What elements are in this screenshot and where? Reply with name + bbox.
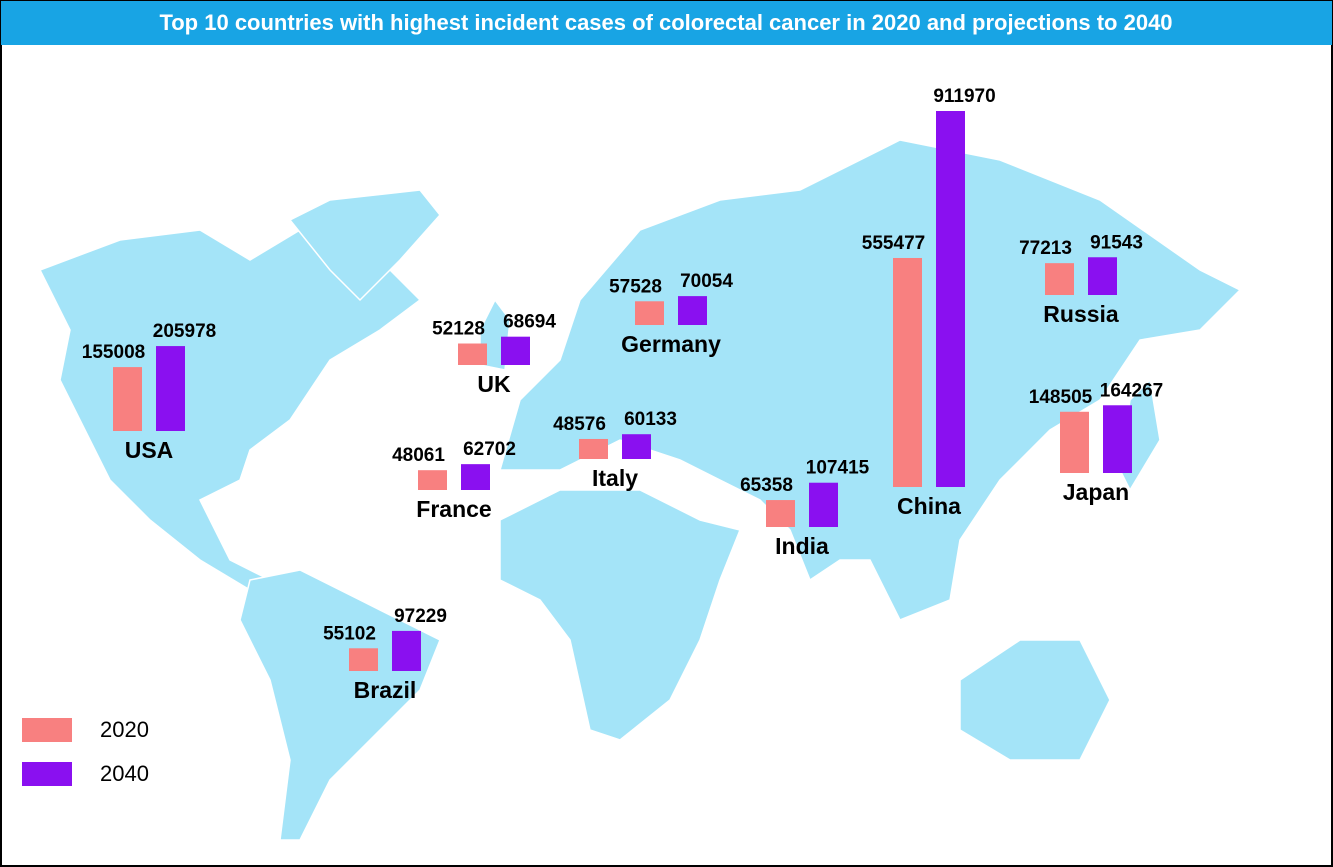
country-label: UK bbox=[477, 371, 511, 397]
value-label: 148505 bbox=[1029, 387, 1093, 408]
value-label: 52128 bbox=[432, 319, 485, 340]
value-label: 91543 bbox=[1090, 232, 1143, 253]
country-label: Italy bbox=[592, 465, 638, 491]
bar bbox=[501, 336, 530, 365]
bar bbox=[1103, 405, 1132, 473]
country-label: Russia bbox=[1043, 301, 1119, 327]
value-label: 155008 bbox=[82, 342, 145, 363]
value-label: 62702 bbox=[463, 439, 516, 460]
value-label: 55102 bbox=[323, 623, 376, 644]
bar bbox=[936, 111, 965, 487]
value-label: 555477 bbox=[862, 233, 925, 254]
bar bbox=[766, 500, 795, 527]
bar bbox=[678, 296, 707, 325]
bar bbox=[1060, 411, 1089, 473]
bar bbox=[635, 301, 664, 325]
legend-label: 2020 bbox=[100, 717, 149, 742]
bar bbox=[1088, 257, 1117, 295]
legend-swatch bbox=[22, 718, 72, 742]
value-label: 65358 bbox=[740, 475, 793, 496]
value-label: 68694 bbox=[503, 312, 556, 333]
value-label: 97229 bbox=[394, 606, 447, 627]
country-label: China bbox=[897, 493, 961, 519]
australia bbox=[959, 639, 1111, 761]
bar bbox=[579, 438, 608, 459]
bar bbox=[1045, 263, 1074, 295]
bar bbox=[458, 343, 487, 365]
value-label: 60133 bbox=[624, 409, 677, 430]
bar bbox=[893, 257, 922, 487]
value-label: 57528 bbox=[609, 276, 662, 297]
legend-swatch bbox=[22, 762, 72, 786]
bars: 155008 205978 USA 52128 68694 UK 48061 62702 Fra… bbox=[82, 86, 1163, 703]
north-america bbox=[38, 229, 422, 591]
value-label: 164267 bbox=[1100, 380, 1163, 401]
bar bbox=[392, 630, 421, 671]
country-label: Japan bbox=[1063, 479, 1129, 505]
value-label: 70054 bbox=[680, 271, 733, 292]
bar bbox=[156, 346, 185, 431]
bar bbox=[113, 367, 142, 431]
value-label: 107415 bbox=[806, 458, 870, 479]
bar bbox=[461, 464, 490, 490]
value-label: 911970 bbox=[933, 86, 995, 107]
bar bbox=[349, 648, 378, 671]
world-map bbox=[38, 139, 1242, 841]
bar bbox=[809, 482, 838, 527]
legend-label: 2040 bbox=[100, 761, 149, 786]
greenland bbox=[288, 189, 441, 302]
legend: 2020 2040 bbox=[22, 717, 149, 786]
africa bbox=[499, 489, 742, 741]
country-label: Brazil bbox=[354, 677, 417, 703]
value-label: 48061 bbox=[392, 445, 445, 466]
value-label: 205978 bbox=[153, 321, 216, 342]
value-label: 77213 bbox=[1019, 238, 1072, 259]
title-bar bbox=[1, 1, 1332, 45]
bar bbox=[622, 434, 651, 459]
value-label: 48576 bbox=[553, 414, 606, 435]
country-label: Germany bbox=[621, 331, 721, 357]
country-label: France bbox=[416, 496, 491, 522]
south-america bbox=[239, 569, 441, 841]
chart-title: Top 10 countries with highest incident c… bbox=[159, 10, 1172, 35]
country-label: USA bbox=[125, 437, 174, 463]
bar bbox=[418, 470, 447, 490]
country-label: India bbox=[775, 533, 829, 559]
